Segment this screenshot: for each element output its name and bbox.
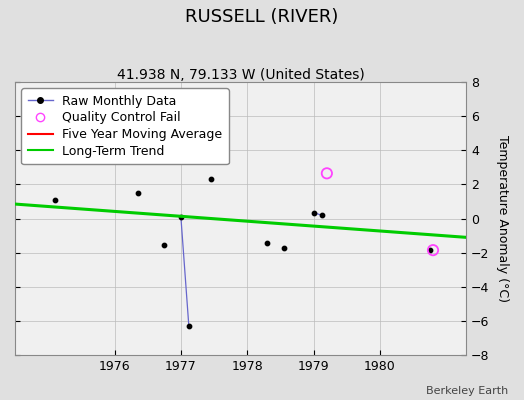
Legend: Raw Monthly Data, Quality Control Fail, Five Year Moving Average, Long-Term Tren: Raw Monthly Data, Quality Control Fail, … [21, 88, 229, 164]
Point [94, 147, 102, 154]
Point [134, 190, 142, 196]
Text: RUSSELL (RIVER): RUSSELL (RIVER) [185, 8, 339, 26]
Title: 41.938 N, 79.133 W (United States): 41.938 N, 79.133 W (United States) [117, 68, 365, 82]
Point [323, 170, 331, 176]
Text: Berkeley Earth: Berkeley Earth [426, 386, 508, 396]
Point [429, 247, 437, 253]
Point [184, 323, 193, 329]
Point [309, 209, 318, 216]
Point [206, 176, 215, 182]
Point [425, 247, 434, 253]
Point [177, 214, 185, 220]
Point [160, 242, 169, 248]
Point [51, 196, 59, 203]
Point [279, 245, 288, 252]
Point [318, 212, 326, 218]
Y-axis label: Temperature Anomaly (°C): Temperature Anomaly (°C) [496, 135, 509, 302]
Point [263, 240, 271, 246]
